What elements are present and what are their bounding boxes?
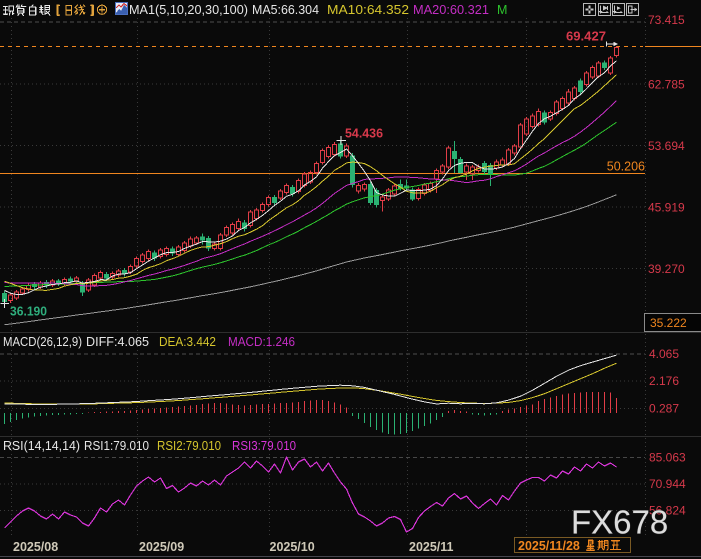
svg-text:35.222: 35.222 [650, 316, 687, 330]
svg-text:85.063: 85.063 [649, 451, 686, 465]
svg-text:45.919: 45.919 [648, 201, 685, 215]
svg-text:73.415: 73.415 [648, 13, 685, 27]
svg-text:FX678: FX678 [571, 504, 668, 541]
svg-text:4.065: 4.065 [649, 347, 679, 361]
svg-text:62.785: 62.785 [648, 78, 685, 92]
svg-text:DEA:3.442: DEA:3.442 [159, 335, 216, 349]
svg-text:70.944: 70.944 [649, 477, 686, 491]
svg-text:MACD(26,12,9): MACD(26,12,9) [3, 335, 82, 349]
svg-text:54.436: 54.436 [345, 127, 383, 141]
svg-text:50.206: 50.206 [607, 160, 645, 174]
svg-text:56.824: 56.824 [649, 504, 686, 518]
svg-text:2025/08: 2025/08 [13, 540, 58, 554]
svg-text:2025/11/28: 2025/11/28 [518, 539, 580, 553]
svg-text:MA10:64.352: MA10:64.352 [327, 3, 409, 17]
svg-text:0.287: 0.287 [649, 402, 679, 416]
svg-text:RSI1:79.010: RSI1:79.010 [84, 439, 149, 453]
svg-text:39.270: 39.270 [648, 262, 685, 276]
svg-text:RSI(14,14,14): RSI(14,14,14) [3, 439, 80, 453]
svg-text:M: M [497, 3, 507, 17]
svg-text:MACD:1.246: MACD:1.246 [228, 335, 295, 349]
svg-text:2025/11: 2025/11 [409, 540, 454, 554]
svg-text:2025/10: 2025/10 [270, 540, 315, 554]
svg-text:RSI2:79.010: RSI2:79.010 [157, 439, 221, 453]
svg-text:53.694: 53.694 [648, 139, 685, 153]
svg-text:36.190: 36.190 [10, 305, 47, 319]
svg-text:2.176: 2.176 [649, 374, 679, 388]
svg-text:MA20:60.321: MA20:60.321 [413, 3, 489, 17]
svg-text:MA1(5,10,20,30,100): MA1(5,10,20,30,100) [129, 3, 248, 17]
svg-text:DIFF:4.065: DIFF:4.065 [86, 335, 149, 349]
svg-text:MA5:66.304: MA5:66.304 [252, 3, 319, 17]
svg-text:2025/09: 2025/09 [139, 540, 184, 554]
svg-text:RSI3:79.010: RSI3:79.010 [232, 439, 296, 453]
svg-text:69.427: 69.427 [566, 30, 606, 44]
